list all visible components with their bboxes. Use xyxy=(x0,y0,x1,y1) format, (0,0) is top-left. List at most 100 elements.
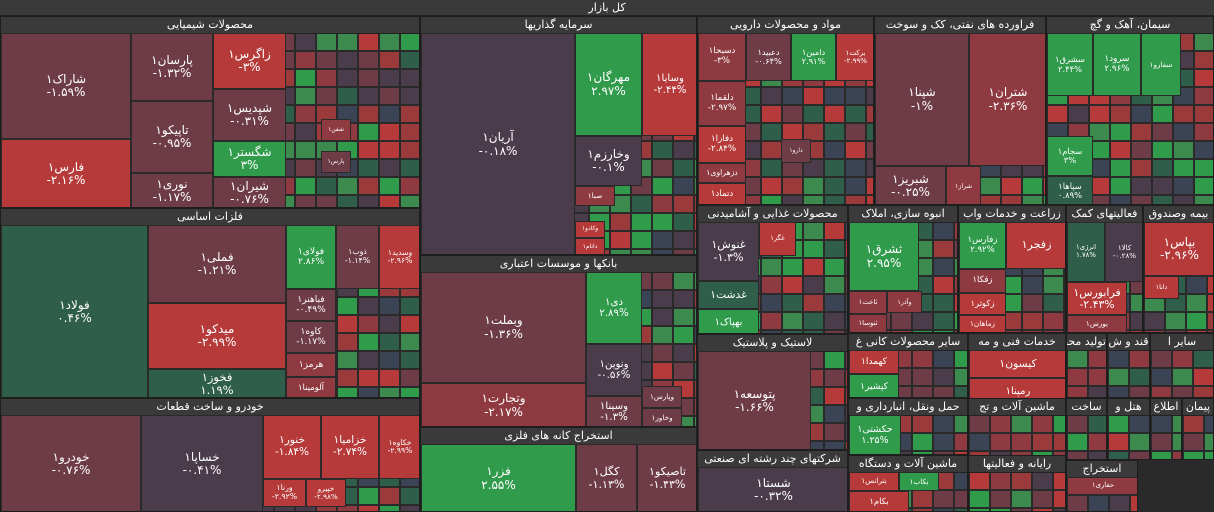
stock-tile[interactable]: ثشرق۱ ۲.۹۵% xyxy=(849,222,919,291)
stock-tile[interactable]: فارس۱ -۲.۱۶% xyxy=(1,139,131,207)
stock-tile[interactable]: سجام۱ ۳% xyxy=(1047,136,1093,176)
stock-tile[interactable]: کگل۱ -۱.۱۳% xyxy=(576,444,637,511)
stock-tile[interactable]: شستا۱ -۰.۳۲% xyxy=(698,467,847,511)
stock-tile[interactable]: دتماد۱ xyxy=(698,183,746,204)
stock-tile[interactable]: زفجر۱ xyxy=(1006,222,1065,269)
stock-tile[interactable]: فرابورس۱ -۲.۴۳% xyxy=(1067,282,1127,315)
stock-tile[interactable]: کاوه۱ -۱.۱۷% xyxy=(286,321,336,353)
stock-tile[interactable]: پارس۱ xyxy=(321,151,351,173)
stock-tile[interactable]: شپنا۱ -۱% xyxy=(875,33,969,166)
stock-tile[interactable]: داتام۱ xyxy=(575,238,605,254)
stock-tile[interactable]: وآذر۱ xyxy=(887,291,922,313)
stock-tile[interactable]: وسینا۱ -۱.۳% xyxy=(586,396,642,426)
stock-tile[interactable]: زفارس۱ ۲.۹۲% xyxy=(959,222,1006,269)
stock-tile[interactable]: غگز۱ xyxy=(759,222,796,256)
stock-tile[interactable]: شگستر۱ ۳% xyxy=(213,141,286,177)
stock-tile[interactable]: بکام۱ xyxy=(849,491,909,511)
stock-tile[interactable]: وپارس۱ xyxy=(642,386,682,408)
stock-tile[interactable]: زقکا۱ xyxy=(959,269,1006,293)
stock-tile[interactable]: سرود۱ ۲.۹۶% xyxy=(1093,33,1141,96)
stock-tile[interactable]: آریان۱ -۰.۱۸% xyxy=(421,33,575,254)
stock-tile[interactable]: دعبید۱ -۰.۶۴% xyxy=(746,33,791,81)
stock-tile[interactable]: وسدید۱ -۲.۹۶% xyxy=(379,225,419,289)
stock-tile[interactable]: فولاد۱ ۰.۴۶% xyxy=(1,225,148,397)
stock-tile[interactable]: پارسان۱ -۱.۳۲% xyxy=(131,33,213,101)
stock-tile[interactable]: شراز۱ xyxy=(946,166,981,204)
stock-tile[interactable]: وسایا۱ -۲.۴۴% xyxy=(642,33,696,136)
filler-cell xyxy=(803,105,824,123)
stock-tile[interactable]: شتران۱ -۲.۳۶% xyxy=(969,33,1045,166)
stock-tile[interactable]: وخاور۱ xyxy=(642,408,682,426)
stock-tile[interactable]: زاگرس۱ -۳% xyxy=(213,33,286,89)
filler-cell xyxy=(824,222,845,240)
stock-tile[interactable]: انرژی۱ ۱.۷۸% xyxy=(1067,222,1105,282)
stock-tile[interactable]: زماهان۱ xyxy=(959,315,1006,332)
stock-tile[interactable]: خودرو۱ -۰.۷۶% xyxy=(1,415,141,511)
stock-tile[interactable]: نوری۱ -۱.۱۷% xyxy=(131,173,213,207)
filler-cell xyxy=(1194,51,1213,69)
stock-tile[interactable]: میدکو۱ -۲.۹۹% xyxy=(148,303,286,369)
stock-tile[interactable]: غنوش۱ -۱.۳% xyxy=(698,222,759,281)
stock-tile[interactable]: ثنوسا۱ xyxy=(849,314,887,332)
stock-tile[interactable]: سشرق۱ ۲.۴۴% xyxy=(1047,33,1093,96)
stock-tile[interactable]: پتوسعه۱ -۱.۶۶% xyxy=(698,351,811,449)
stock-change: -۲.۱۶% xyxy=(46,173,86,187)
stock-tile[interactable]: کیسون۱ xyxy=(969,350,1065,378)
stock-tile[interactable]: سپاها۱ ۰.۸۹% xyxy=(1047,176,1093,204)
stock-tile[interactable]: صبا۱ xyxy=(575,186,615,206)
stock-tile[interactable]: سفارو۱ xyxy=(1141,33,1181,96)
stock-tile[interactable]: هرمز۱ xyxy=(286,353,336,377)
stock-tile[interactable]: دفارا۱ -۲.۸۴% xyxy=(698,126,746,163)
stock-tile[interactable]: وخارزم۱ -۰.۱% xyxy=(575,136,642,186)
stock-tile[interactable]: بورس۱ xyxy=(1067,315,1127,332)
stock-tile[interactable]: خزامیا۱ -۲.۷۴% xyxy=(321,415,379,479)
stock-tile[interactable]: بپاس۱ -۲.۹۶% xyxy=(1144,222,1213,276)
filler-cell xyxy=(1172,386,1193,397)
stock-tile[interactable]: برکت۱ -۲.۹۹% xyxy=(836,33,873,81)
stock-tile[interactable]: دزهراوی۱ xyxy=(698,163,746,183)
stock-tile[interactable]: کالا۱ -۰.۲۸% xyxy=(1105,222,1142,282)
stock-tile[interactable]: دانا۱ xyxy=(1144,276,1179,299)
stock-tile[interactable]: وکادو۱ xyxy=(575,221,605,238)
stock-tile[interactable]: خپیرو -۲.۹۸% xyxy=(306,479,346,507)
stock-tile[interactable]: وتجارت۱ -۲.۱۷% xyxy=(421,383,586,426)
stock-tile[interactable]: بکاب۱ xyxy=(899,472,939,491)
stock-tile[interactable]: حفاری۱ xyxy=(1067,477,1137,495)
stock-tile[interactable]: دلقما۱ -۲.۹۷% xyxy=(698,81,746,126)
stock-tile[interactable]: ورنا۱ -۲.۹۲% xyxy=(263,479,306,507)
filler-cell xyxy=(1088,451,1106,459)
stock-tile[interactable]: دارو۱ xyxy=(781,139,811,163)
stock-tile[interactable]: فخوز۱ ۱.۱۹% xyxy=(148,369,286,397)
stock-tile[interactable]: شاراک۱ -۱.۵۹% xyxy=(1,33,131,139)
stock-tile[interactable]: خنور۱ -۱.۸۴% xyxy=(263,415,321,479)
stock-tile[interactable]: دی۱ ۲.۸۹% xyxy=(586,272,642,344)
stock-tile[interactable]: بترانس۱ xyxy=(849,472,899,491)
stock-tile[interactable]: ذوب۱ -۱.۱۴% xyxy=(336,225,379,289)
stock-tile[interactable]: غدشت۱ xyxy=(698,281,759,309)
stock-tile[interactable]: شپدیس۱ -۰.۳۱% xyxy=(213,89,286,141)
stock-tile[interactable]: شبریز۱ -۰.۲۵% xyxy=(875,166,946,204)
stock-tile[interactable]: وبملت۱ -۱.۳۶% xyxy=(421,272,586,383)
stock-tile[interactable]: مهرگان۱ ۲.۹۷% xyxy=(575,33,642,136)
stock-tile[interactable]: فزر۱ ۲.۵۵% xyxy=(421,444,576,511)
stock-tile[interactable]: شیران۱ -۰.۷۶% xyxy=(213,177,286,207)
stock-tile[interactable]: تاپیکو۱ -۰.۹۵% xyxy=(131,101,213,173)
stock-tile[interactable]: فملی۱ -۱.۲۱% xyxy=(148,225,286,303)
stock-tile[interactable]: ونوین۱ -۰.۵۶% xyxy=(586,344,642,396)
stock-tile[interactable]: زکوثر۱ xyxy=(959,293,1006,315)
stock-tile[interactable]: آلومینا۱ xyxy=(286,377,336,397)
stock-tile[interactable]: فولای۱ ۲.۸۶% xyxy=(286,225,336,289)
stock-change: -۲.۴۳% xyxy=(1079,297,1115,311)
stock-tile[interactable]: خکاوه۱ -۲.۹۹% xyxy=(379,415,419,479)
stock-tile[interactable]: تاصیکو۱ -۱.۴۳% xyxy=(637,444,696,511)
stock-tile[interactable]: حکشتی۱ ۱.۲۵% xyxy=(849,415,901,454)
stock-tile[interactable]: دسبحا۱ -۳% xyxy=(698,33,746,81)
stock-tile[interactable]: کهمدا۱ xyxy=(849,350,899,374)
stock-tile[interactable]: کپشیر۱ xyxy=(849,374,899,397)
stock-tile[interactable]: شفن۱ xyxy=(321,119,351,141)
stock-tile[interactable]: بهپاک۱ xyxy=(698,309,759,333)
stock-tile[interactable]: خساپا۱ -۰.۴۱% xyxy=(141,415,263,511)
stock-tile[interactable]: دامین۱ ۲.۹۱% xyxy=(791,33,836,81)
stock-tile[interactable]: ثاخت۱ xyxy=(849,291,887,314)
stock-tile[interactable]: فباهنر۱ -۰.۴۹% xyxy=(286,289,336,321)
